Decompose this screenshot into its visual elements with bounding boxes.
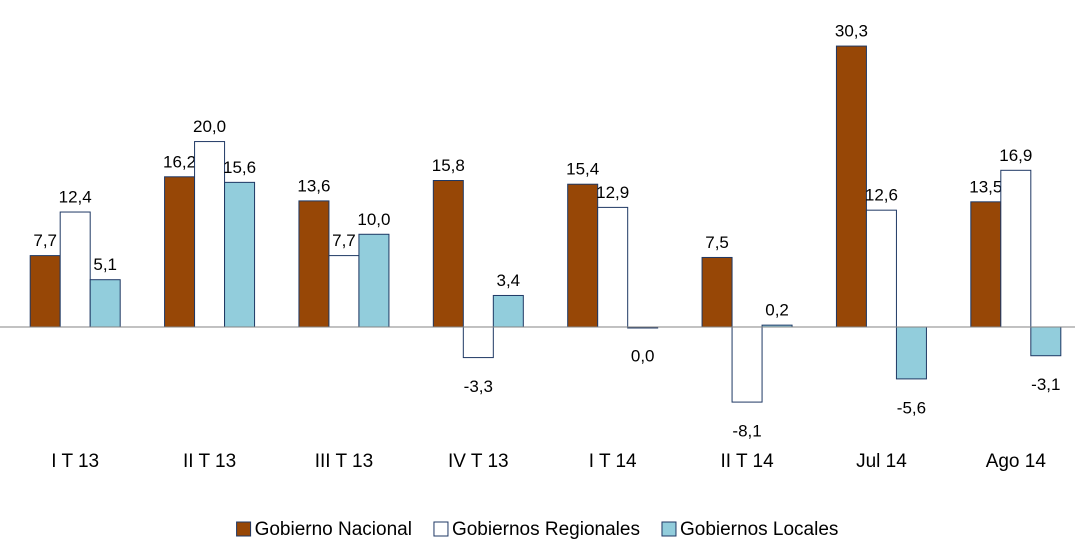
data-label: -3,3 bbox=[464, 377, 493, 396]
bar bbox=[164, 176, 196, 328]
data-label: 7,5 bbox=[705, 233, 729, 252]
data-label: 13,6 bbox=[297, 176, 330, 195]
x-tick-label: II T 14 bbox=[720, 451, 774, 472]
data-label: 3,4 bbox=[496, 271, 520, 290]
data-label: 15,8 bbox=[432, 156, 465, 175]
data-label: 20,0 bbox=[193, 117, 226, 136]
data-label: 7,7 bbox=[332, 231, 356, 250]
bar bbox=[298, 200, 330, 328]
data-label: 16,9 bbox=[999, 146, 1032, 165]
legend-swatch bbox=[661, 521, 677, 537]
x-tick-label: I T 14 bbox=[589, 451, 637, 472]
legend-label: Gobiernos Locales bbox=[680, 519, 838, 540]
data-label: 16,2 bbox=[163, 152, 196, 171]
bar bbox=[865, 209, 897, 328]
data-label: -3,1 bbox=[1031, 375, 1060, 394]
data-label: 15,4 bbox=[566, 160, 599, 179]
bar bbox=[59, 211, 91, 328]
data-label: -5,6 bbox=[897, 398, 926, 417]
legend-swatch bbox=[236, 521, 252, 537]
data-label: 0,2 bbox=[765, 301, 789, 320]
legend-swatch bbox=[433, 521, 449, 537]
x-tick-label: I T 13 bbox=[51, 451, 99, 472]
bar bbox=[1030, 326, 1062, 357]
x-tick-label: II T 13 bbox=[183, 451, 236, 472]
legend-label: Gobiernos Regionales bbox=[452, 519, 640, 540]
bar bbox=[194, 141, 226, 328]
legend: Gobierno Nacional Gobiernos Regionales Gob… bbox=[236, 519, 838, 540]
bar bbox=[731, 326, 763, 403]
x-tick-label: III T 13 bbox=[315, 451, 373, 472]
bar bbox=[701, 256, 733, 328]
data-label: 10,0 bbox=[357, 210, 390, 229]
bar bbox=[328, 255, 360, 328]
legend-label: Gobierno Nacional bbox=[255, 519, 412, 540]
data-label: -8,1 bbox=[732, 422, 761, 441]
bar bbox=[462, 326, 494, 359]
bar bbox=[358, 233, 390, 328]
bar bbox=[567, 183, 599, 328]
bar bbox=[224, 181, 256, 328]
data-label: 7,7 bbox=[33, 231, 57, 250]
bar bbox=[835, 45, 867, 328]
x-tick-label: Jul 14 bbox=[856, 451, 907, 472]
data-label: 0,0 bbox=[631, 346, 655, 365]
data-label: 12,4 bbox=[59, 188, 92, 207]
x-tick-label: Ago 14 bbox=[986, 451, 1047, 472]
bar bbox=[492, 294, 524, 328]
bar bbox=[970, 201, 1002, 328]
data-label: 15,6 bbox=[223, 158, 256, 177]
bar bbox=[29, 255, 61, 328]
data-label: 12,9 bbox=[596, 183, 629, 202]
bar bbox=[1000, 169, 1032, 328]
bar bbox=[89, 279, 121, 328]
data-label: 12,6 bbox=[865, 186, 898, 205]
bar bbox=[432, 180, 464, 328]
bar bbox=[895, 326, 927, 380]
data-label: 30,3 bbox=[835, 22, 868, 41]
data-label: 5,1 bbox=[93, 255, 117, 274]
x-tick-label: IV T 13 bbox=[448, 451, 509, 472]
data-label: 13,5 bbox=[969, 177, 1002, 196]
bar bbox=[597, 206, 629, 328]
